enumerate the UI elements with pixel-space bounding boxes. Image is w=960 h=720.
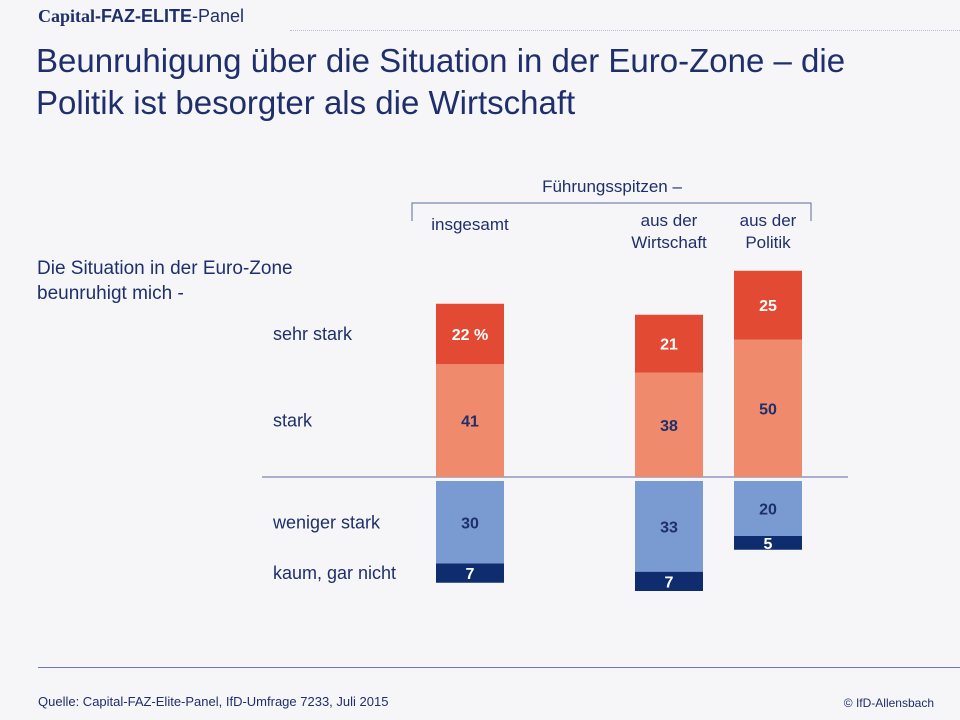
bar-label-kaum-gar-nicht-1: 7 <box>466 566 475 583</box>
brand-part-faz-elite: -FAZ-ELITE <box>95 6 193 26</box>
bar-sehr-stark-1 <box>436 303 504 365</box>
bar-stark-3 <box>734 339 802 477</box>
category-label-2: aus der <box>641 211 698 230</box>
group-bracket <box>411 202 812 221</box>
bar-label-stark-2: 38 <box>660 418 678 435</box>
bar-label-weniger-stark-3: 20 <box>759 502 777 519</box>
category-label-3: Politik <box>745 233 791 252</box>
row-label-stark: stark <box>273 411 313 431</box>
footer-divider <box>38 667 960 668</box>
category-label-1: insgesamt <box>431 215 509 234</box>
bar-label-sehr-stark-3: 25 <box>759 298 777 315</box>
bar-label-sehr-stark-2: 21 <box>660 337 678 354</box>
group-label: Führungsspitzen – <box>542 177 682 196</box>
bar-label-kaum-gar-nicht-3: 5 <box>764 536 773 553</box>
bar-weniger-stark-3 <box>734 481 802 536</box>
copyright-note: © IfD-Allensbach <box>843 696 934 710</box>
category-label-2: Wirtschaft <box>631 233 707 252</box>
source-note: Quelle: Capital-FAZ-Elite-Panel, IfD-Umf… <box>38 694 389 709</box>
bar-kaum-gar-nicht-2 <box>635 571 703 591</box>
bar-stark-1 <box>436 364 504 477</box>
bar-kaum-gar-nicht-3 <box>734 536 802 550</box>
row-label-kaum-gar-nicht: kaum, gar nicht <box>273 563 396 583</box>
page-title: Beunruhigung über die Situation in der E… <box>36 42 846 121</box>
bar-label-weniger-stark-2: 33 <box>660 519 678 536</box>
header-divider <box>290 30 960 31</box>
bar-label-kaum-gar-nicht-2: 7 <box>665 574 674 591</box>
bar-sehr-stark-3 <box>734 270 802 340</box>
bar-kaum-gar-nicht-1 <box>436 563 504 583</box>
bar-weniger-stark-1 <box>436 481 504 564</box>
bar-label-stark-1: 41 <box>461 414 479 431</box>
bar-label-sehr-stark-1: 22 % <box>452 327 488 344</box>
bar-label-weniger-stark-1: 30 <box>461 515 479 532</box>
category-label-3: aus der <box>740 211 797 230</box>
bar-label-stark-3: 50 <box>759 401 777 418</box>
bar-stark-2 <box>635 372 703 477</box>
brand-part-capital: Capital <box>38 6 96 26</box>
bar-weniger-stark-2 <box>635 481 703 572</box>
brand-part-panel: -Panel <box>192 6 245 26</box>
brand-logo: Capital-FAZ-ELITE-Panel <box>38 6 244 27</box>
row-label-weniger-stark: weniger stark <box>272 512 381 532</box>
bar-sehr-stark-2 <box>635 314 703 373</box>
question-text: Die Situation in der Euro-Zone beunruhig… <box>37 258 293 304</box>
row-label-sehr-stark: sehr stark <box>273 324 353 344</box>
